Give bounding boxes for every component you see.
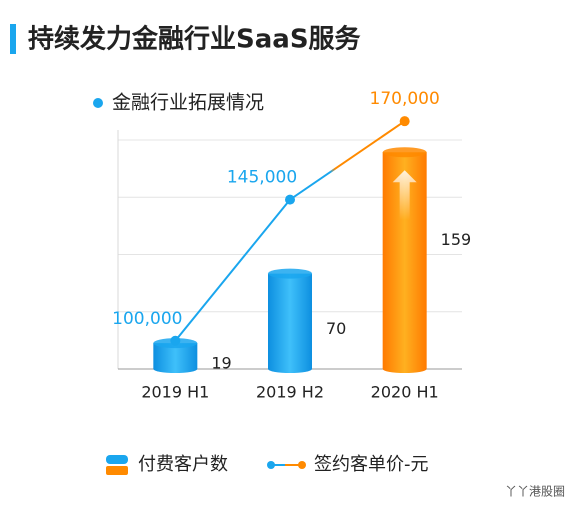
legend-icon [267, 461, 275, 469]
bar-value-label: 159 [441, 230, 472, 249]
bar [382, 152, 427, 373]
legend-icon [106, 466, 128, 475]
bar-value-label: 19 [211, 354, 231, 373]
line-value-label: 170,000 [370, 89, 440, 109]
x-tick-label: 2019 H1 [141, 383, 209, 402]
bar-arrow [392, 170, 417, 221]
legend-label: 付费客户数 [138, 454, 228, 475]
line-value-label: 100,000 [112, 309, 182, 329]
subtitle: 金融行业拓展情况 [112, 92, 264, 114]
legend-icon [106, 455, 128, 464]
bar-value-label: 70 [326, 319, 346, 338]
bar-top [382, 147, 427, 158]
chart-title: 持续发力金融行业SaaS服务 [28, 24, 361, 55]
line-point [285, 194, 295, 205]
line-value-label: 145,000 [227, 168, 297, 188]
legend-label: 签约客单价-元 [314, 454, 429, 475]
bar [268, 273, 312, 373]
subtitle-dot [93, 98, 103, 108]
line-point [399, 116, 410, 127]
bar-top [268, 268, 312, 279]
bar [153, 343, 198, 373]
x-tick-label: 2020 H1 [371, 383, 439, 402]
line-point [170, 335, 181, 346]
watermark: 丫丫港股圈 [505, 485, 565, 499]
legend-icon [298, 461, 306, 469]
x-tick-label: 2019 H2 [256, 383, 324, 402]
title-bar [10, 24, 16, 54]
